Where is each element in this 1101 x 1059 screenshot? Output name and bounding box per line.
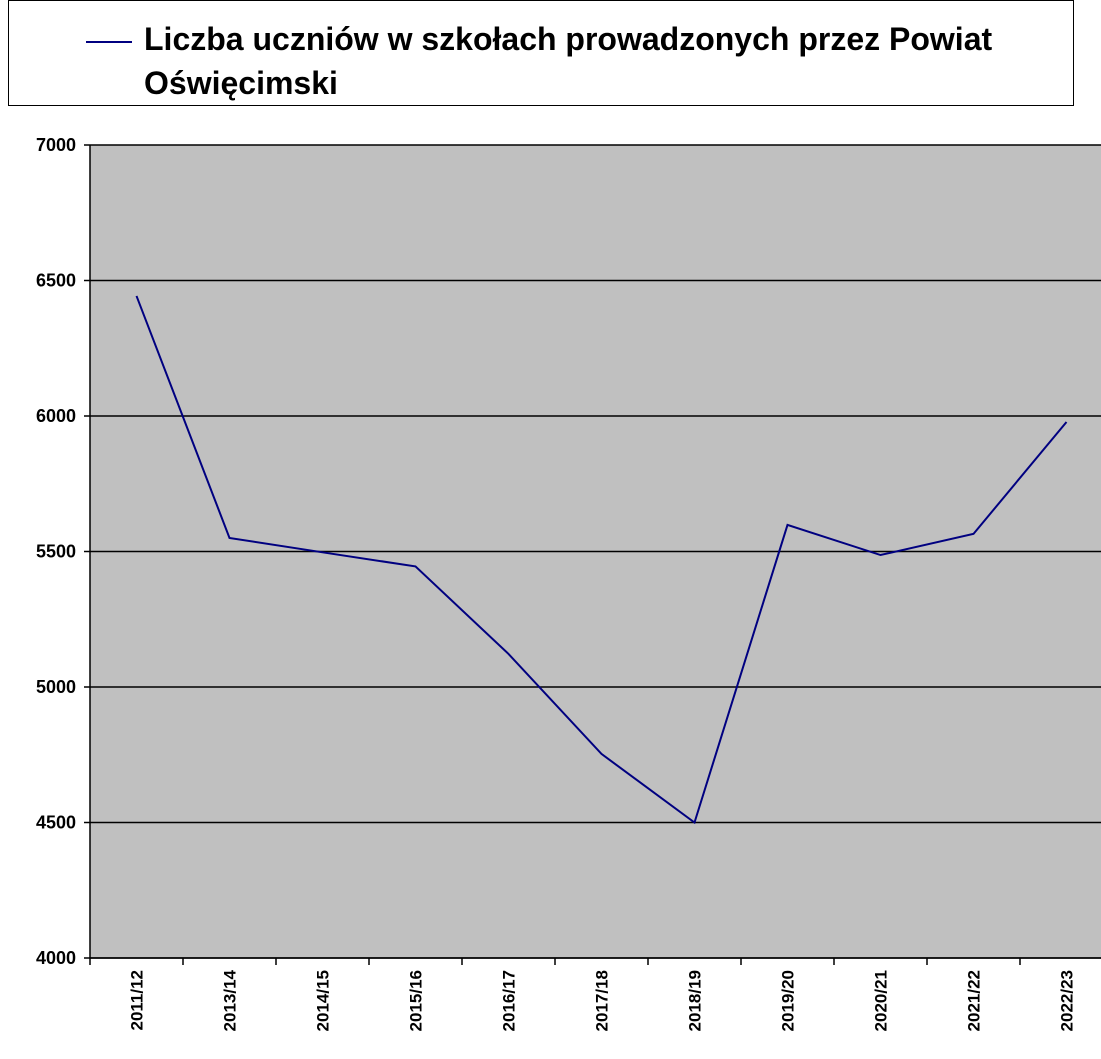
y-tick-label: 6500 bbox=[36, 271, 76, 291]
y-tick-label: 5000 bbox=[36, 677, 76, 697]
x-tick-label: 2013/14 bbox=[221, 969, 240, 1031]
x-tick-label: 2011/12 bbox=[128, 970, 147, 1031]
x-tick-label: 2022/23 bbox=[1058, 970, 1077, 1031]
x-tick-label: 2016/17 bbox=[500, 970, 519, 1031]
series-line bbox=[135, 295, 1068, 825]
y-tick-label: 4000 bbox=[36, 948, 76, 968]
x-tick-label: 2015/16 bbox=[407, 970, 426, 1031]
y-tick-label: 5500 bbox=[36, 542, 76, 562]
y-tick-label: 7000 bbox=[36, 135, 76, 155]
y-tick-label: 6000 bbox=[36, 406, 76, 426]
x-tick-label: 2019/20 bbox=[779, 970, 798, 1031]
legend-swatch bbox=[86, 41, 132, 43]
legend-label: Liczba uczniów w szkołach prowadzonych p… bbox=[144, 21, 993, 101]
x-tick-label: 2020/21 bbox=[872, 970, 891, 1031]
y-tick-label: 4500 bbox=[36, 813, 76, 833]
x-tick-label: 2018/19 bbox=[686, 970, 705, 1031]
legend: Liczba uczniów w szkołach prowadzonych p… bbox=[8, 0, 1074, 106]
x-tick-label: 2021/22 bbox=[965, 970, 984, 1031]
x-tick-label: 2017/18 bbox=[593, 970, 612, 1031]
x-tick-label: 2014/15 bbox=[314, 970, 333, 1031]
